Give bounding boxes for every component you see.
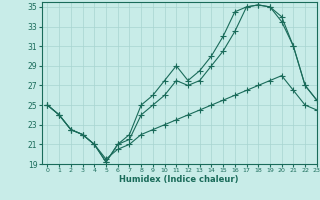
X-axis label: Humidex (Indice chaleur): Humidex (Indice chaleur) [119, 175, 239, 184]
